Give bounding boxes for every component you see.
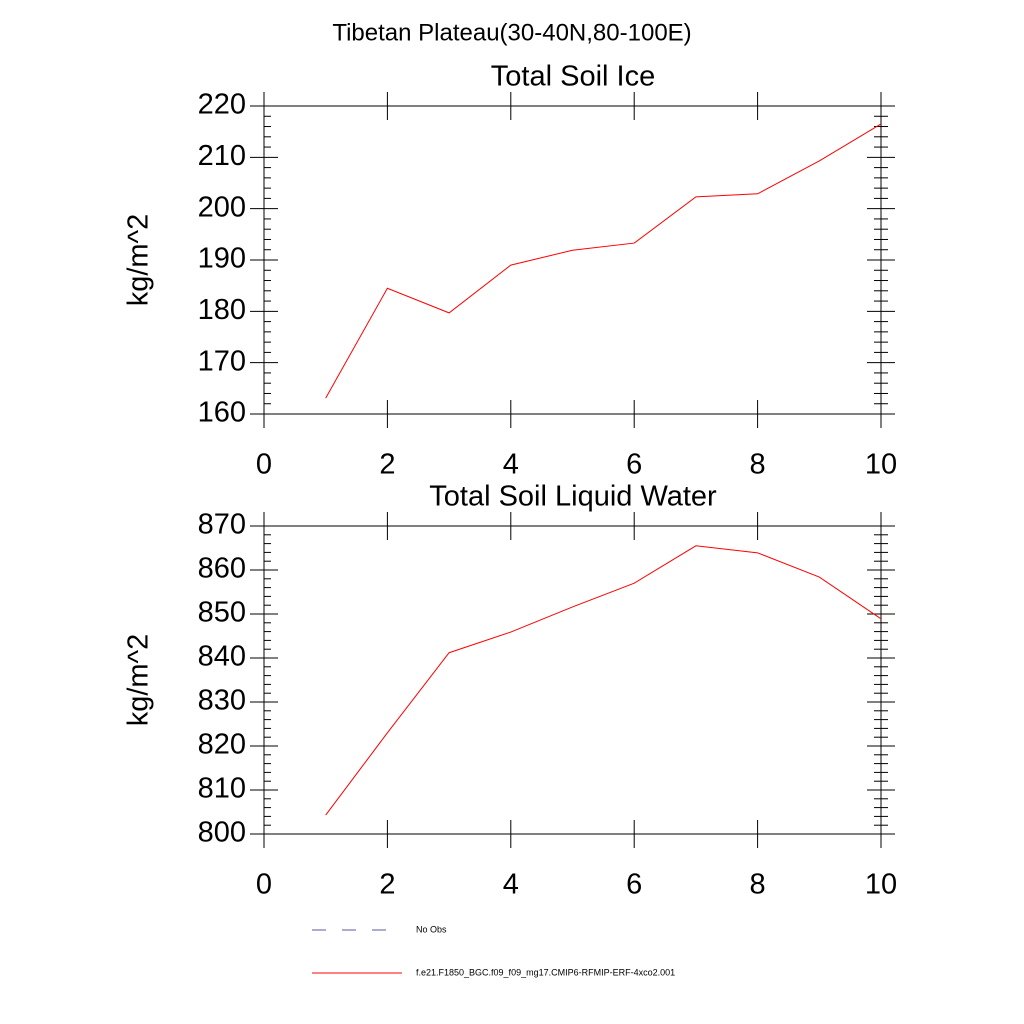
legend-label: No Obs [416, 924, 447, 934]
x-tick-label: 2 [379, 869, 395, 901]
y-tick-label: 220 [198, 89, 246, 121]
chart-title: Total Soil Ice [491, 61, 655, 93]
y-tick-label: 170 [198, 345, 246, 377]
plot-frame [263, 105, 882, 415]
y-tick-label: 870 [198, 509, 246, 541]
y-tick-label: 860 [198, 553, 246, 585]
x-tick-label: 0 [256, 449, 272, 481]
y-tick-label: 210 [198, 140, 246, 172]
x-tick-label: 8 [750, 449, 766, 481]
x-tick-label: 6 [626, 449, 642, 481]
data-line [325, 545, 882, 816]
x-tick-label: 4 [503, 449, 519, 481]
x-tick-label: 8 [750, 869, 766, 901]
y-tick-label: 820 [198, 729, 246, 761]
data-line [325, 123, 882, 399]
y-tick-label: 800 [198, 817, 246, 849]
chart-title: Total Soil Liquid Water [429, 481, 717, 513]
y-tick-label: 840 [198, 641, 246, 673]
y-axis-title: kg/m^2 [123, 634, 155, 727]
y-tick-label: 850 [198, 597, 246, 629]
y-tick-label: 190 [198, 243, 246, 275]
y-tick-label: 160 [198, 397, 246, 429]
y-axis-title: kg/m^2 [123, 214, 155, 307]
x-tick-label: 2 [379, 449, 395, 481]
y-tick-label: 810 [198, 773, 246, 805]
plot-frame [263, 525, 882, 835]
x-tick-label: 10 [865, 449, 897, 481]
legend-label: f.e21.F1850_BGC.f09_f09_mg17.CMIP6-RFMIP… [416, 967, 675, 977]
x-tick-label: 4 [503, 869, 519, 901]
x-tick-label: 6 [626, 869, 642, 901]
y-tick-label: 180 [198, 294, 246, 326]
y-tick-label: 830 [198, 685, 246, 717]
y-tick-label: 200 [198, 191, 246, 223]
x-tick-label: 10 [865, 869, 897, 901]
x-tick-label: 0 [256, 869, 272, 901]
figure-title: Tibetan Plateau(30-40N,80-100E) [332, 19, 691, 46]
